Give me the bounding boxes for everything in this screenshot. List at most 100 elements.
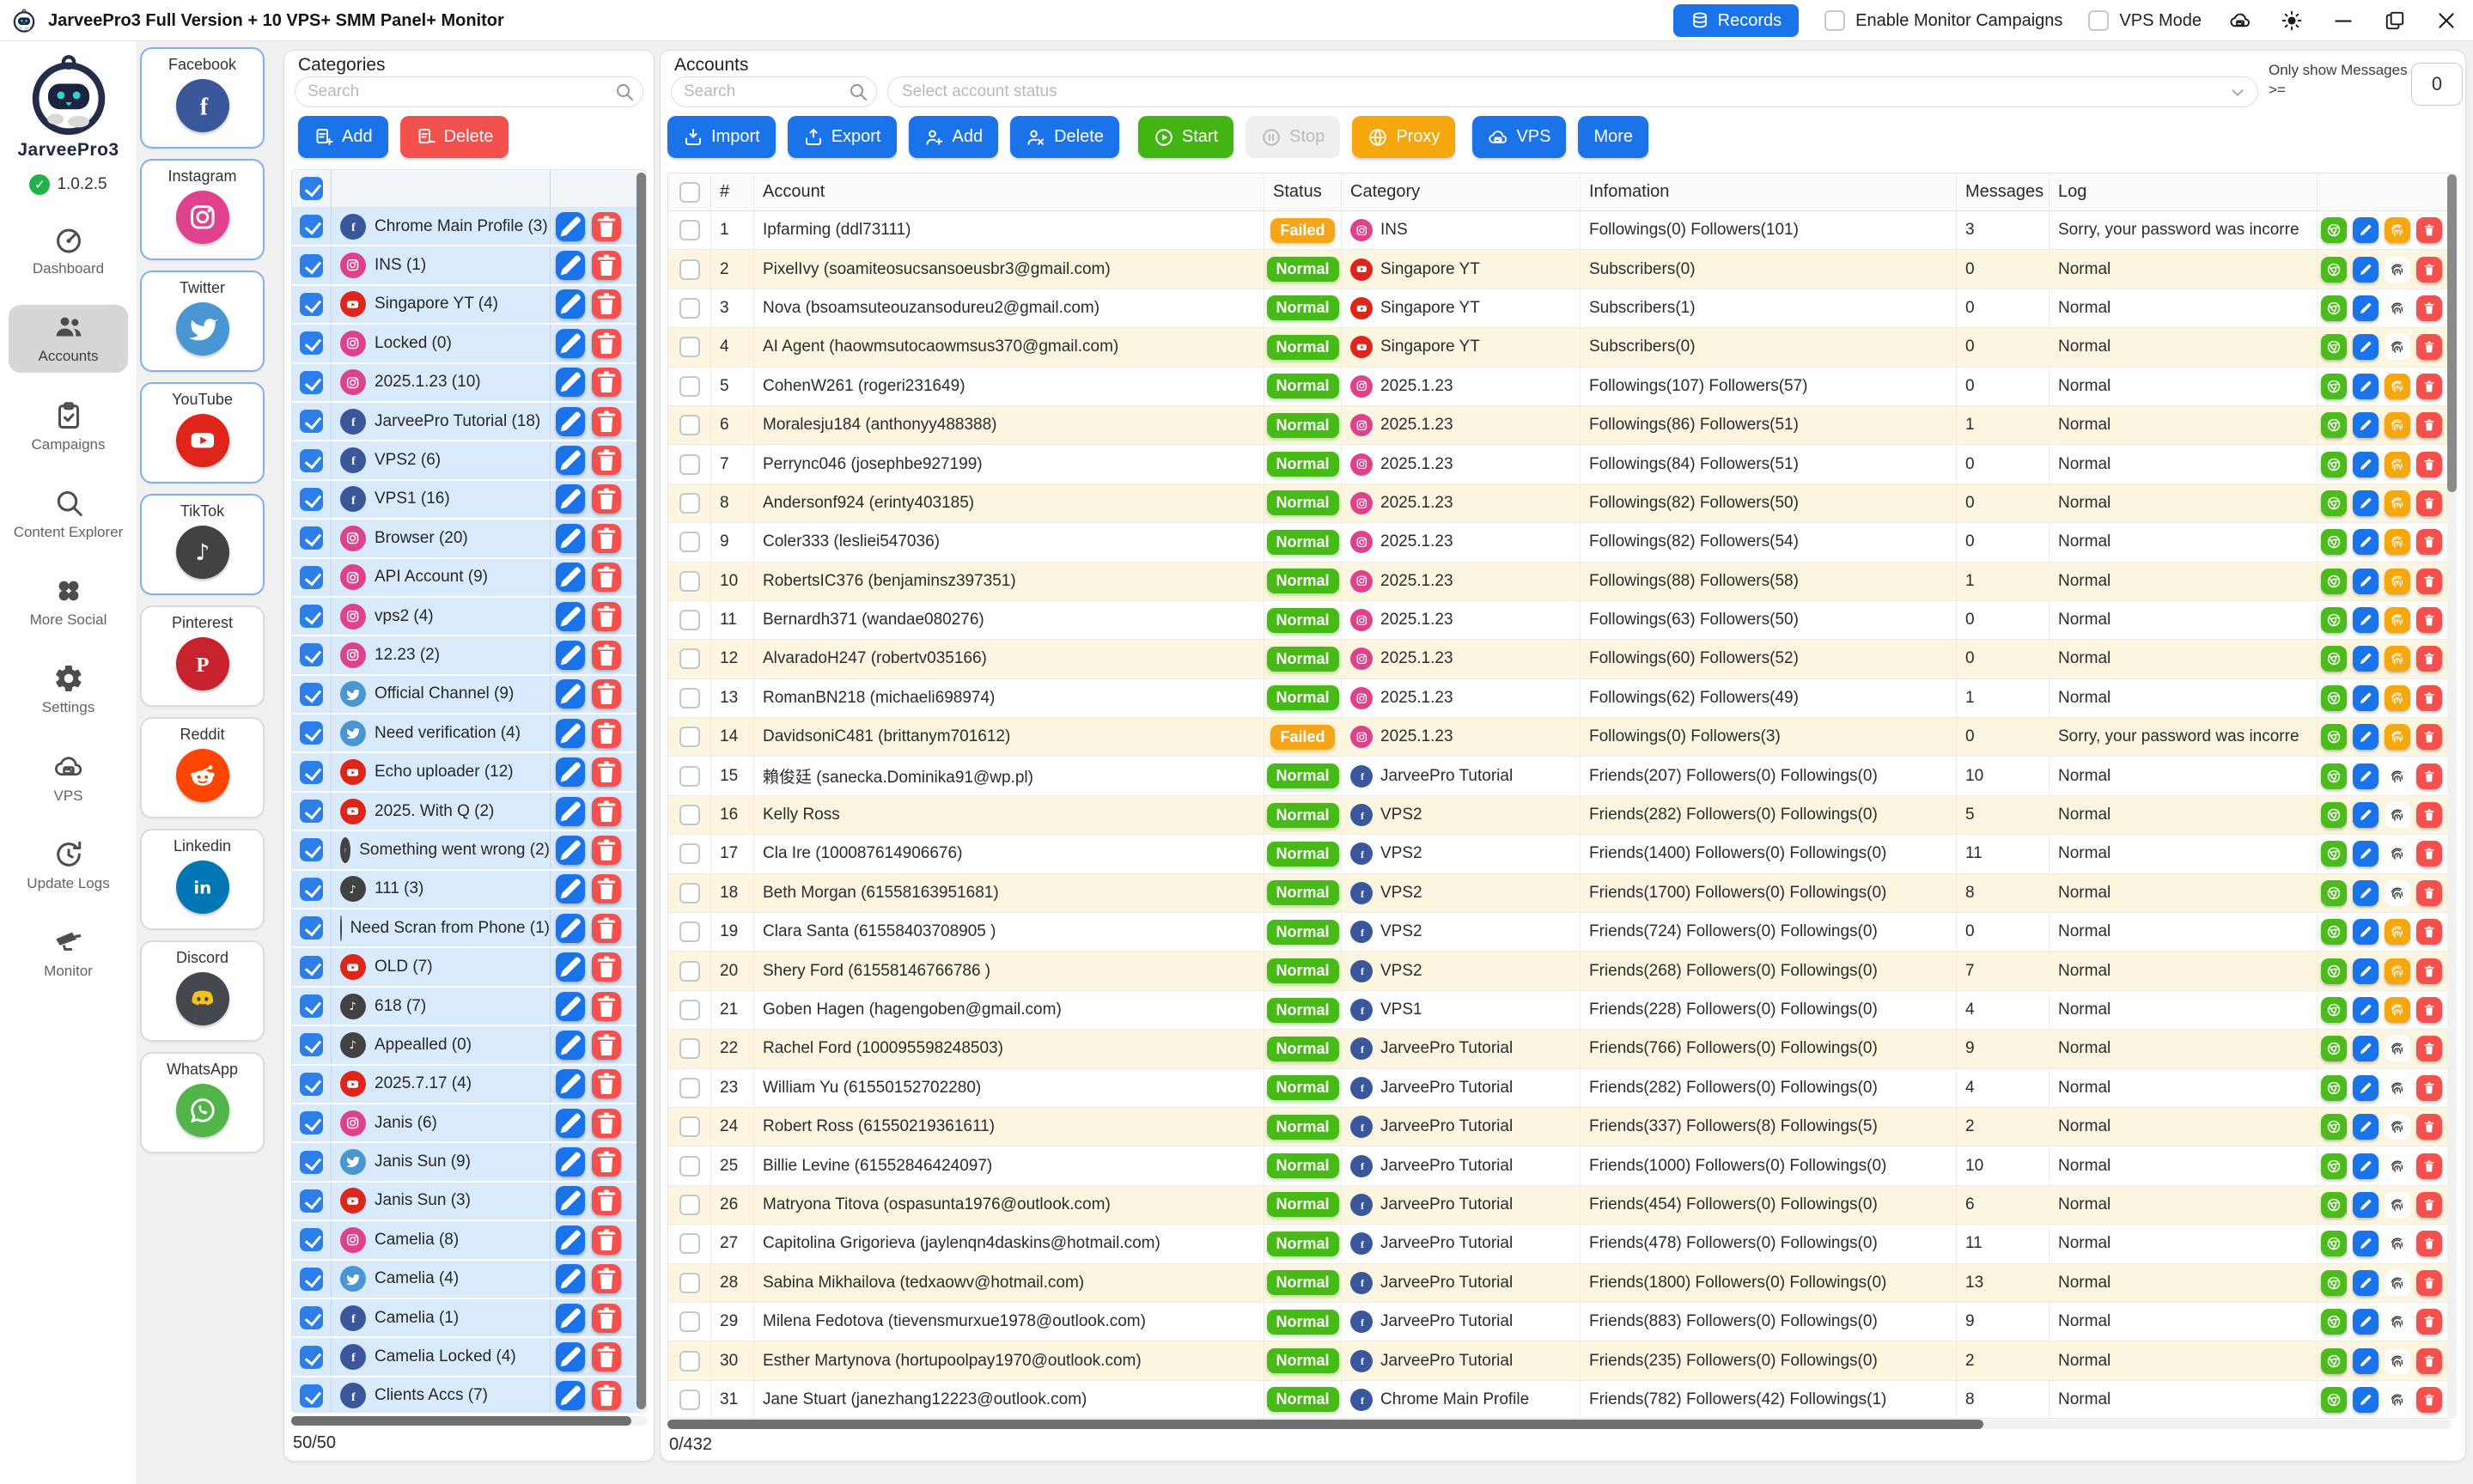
delete-category-button[interactable] bbox=[592, 640, 621, 670]
delete-account-button[interactable] bbox=[2416, 529, 2442, 556]
fingerprint-button[interactable] bbox=[2385, 1153, 2410, 1179]
open-browser-button[interactable] bbox=[2321, 412, 2347, 439]
edit-category-button[interactable] bbox=[556, 640, 585, 670]
select-all-accounts-checkbox[interactable] bbox=[679, 181, 700, 203]
category-checkbox[interactable] bbox=[300, 682, 323, 706]
edit-account-button[interactable] bbox=[2353, 256, 2379, 283]
account-checkbox[interactable] bbox=[679, 1000, 700, 1020]
delete-account-button[interactable] bbox=[2416, 412, 2442, 439]
fingerprint-button[interactable] bbox=[2385, 919, 2410, 946]
account-checkbox[interactable] bbox=[679, 1389, 700, 1410]
fingerprint-button[interactable] bbox=[2385, 724, 2410, 751]
delete-category-button[interactable] bbox=[592, 1108, 621, 1138]
open-browser-button[interactable] bbox=[2321, 919, 2347, 946]
category-checkbox[interactable] bbox=[300, 1189, 323, 1213]
edit-account-button[interactable] bbox=[2353, 997, 2379, 1023]
category-checkbox[interactable] bbox=[300, 643, 323, 667]
edit-category-button[interactable] bbox=[556, 796, 585, 826]
delete-account-button[interactable] bbox=[2416, 334, 2442, 361]
edit-account-button[interactable] bbox=[2353, 373, 2379, 399]
fingerprint-button[interactable] bbox=[2385, 412, 2410, 439]
account-checkbox[interactable] bbox=[679, 1311, 700, 1333]
edit-account-button[interactable] bbox=[2353, 1191, 2379, 1218]
category-checkbox[interactable] bbox=[300, 1150, 323, 1174]
open-browser-button[interactable] bbox=[2321, 568, 2347, 594]
delete-account-button[interactable] bbox=[2416, 1231, 2442, 1257]
accounts-horizontal-scrollbar[interactable] bbox=[667, 1420, 2452, 1429]
account-checkbox[interactable] bbox=[679, 610, 700, 631]
account-checkbox[interactable] bbox=[679, 1194, 700, 1215]
open-browser-button[interactable] bbox=[2321, 1386, 2347, 1413]
open-browser-button[interactable] bbox=[2321, 646, 2347, 672]
account-checkbox[interactable] bbox=[679, 453, 700, 475]
fingerprint-button[interactable] bbox=[2385, 1386, 2410, 1413]
delete-category-button[interactable] bbox=[592, 1186, 621, 1216]
delete-category-button[interactable] bbox=[592, 718, 621, 748]
edit-category-button[interactable] bbox=[556, 211, 585, 241]
delete-category-button[interactable] bbox=[592, 446, 621, 476]
add-category-button[interactable]: Add bbox=[298, 116, 388, 158]
category-checkbox[interactable] bbox=[300, 916, 323, 940]
delete-category-button[interactable] bbox=[592, 1342, 621, 1372]
edit-category-button[interactable] bbox=[556, 601, 585, 631]
account-checkbox[interactable] bbox=[679, 843, 700, 865]
edit-account-button[interactable] bbox=[2353, 841, 2379, 867]
delete-account-button[interactable] bbox=[2416, 1386, 2442, 1413]
category-checkbox[interactable] bbox=[300, 1033, 323, 1057]
account-checkbox[interactable] bbox=[679, 727, 700, 748]
category-checkbox[interactable] bbox=[300, 487, 323, 511]
open-browser-button[interactable] bbox=[2321, 1191, 2347, 1218]
export-button[interactable]: Export bbox=[787, 116, 897, 158]
category-checkbox[interactable] bbox=[300, 760, 323, 784]
sidebar-item-campaigns[interactable]: Campaigns bbox=[9, 393, 128, 460]
edit-account-button[interactable] bbox=[2353, 334, 2379, 361]
delete-account-button[interactable] bbox=[2416, 451, 2442, 477]
categories-search-input[interactable] bbox=[295, 76, 643, 107]
minimize-icon[interactable] bbox=[2330, 8, 2356, 33]
edit-account-button[interactable] bbox=[2353, 919, 2379, 946]
add-button[interactable]: Add bbox=[908, 116, 999, 158]
edit-account-button[interactable] bbox=[2353, 451, 2379, 477]
delete-account-button[interactable] bbox=[2416, 684, 2442, 711]
edit-account-button[interactable] bbox=[2353, 1386, 2379, 1413]
open-browser-button[interactable] bbox=[2321, 802, 2347, 829]
category-checkbox[interactable] bbox=[300, 955, 323, 979]
edit-account-button[interactable] bbox=[2353, 1153, 2379, 1179]
account-checkbox[interactable] bbox=[679, 1038, 700, 1060]
edit-account-button[interactable] bbox=[2353, 1036, 2379, 1062]
open-browser-button[interactable] bbox=[2321, 1153, 2347, 1179]
close-icon[interactable] bbox=[2433, 8, 2459, 33]
account-checkbox[interactable] bbox=[679, 297, 700, 319]
edit-category-button[interactable] bbox=[556, 874, 585, 904]
edit-category-button[interactable] bbox=[556, 1264, 585, 1294]
proxy-button[interactable]: Proxy bbox=[1352, 116, 1456, 158]
edit-account-button[interactable] bbox=[2353, 490, 2379, 516]
edit-category-button[interactable] bbox=[556, 952, 585, 982]
fingerprint-button[interactable] bbox=[2385, 1231, 2410, 1257]
open-browser-button[interactable] bbox=[2321, 724, 2347, 751]
delete-account-button[interactable] bbox=[2416, 802, 2442, 829]
platform-facebook[interactable]: Facebook f bbox=[140, 47, 265, 149]
delete-category-button[interactable] bbox=[592, 874, 621, 904]
account-checkbox[interactable] bbox=[679, 1077, 700, 1098]
category-checkbox[interactable] bbox=[300, 800, 323, 824]
delete-category-button[interactable] bbox=[592, 757, 621, 788]
fingerprint-button[interactable] bbox=[2385, 1269, 2410, 1296]
account-checkbox[interactable] bbox=[679, 921, 700, 943]
delete-category-button[interactable] bbox=[592, 601, 621, 631]
platform-pinterest[interactable]: Pinterest P bbox=[140, 605, 265, 707]
category-checkbox[interactable] bbox=[300, 877, 323, 901]
categories-horizontal-scrollbar[interactable] bbox=[291, 1416, 647, 1426]
edit-account-button[interactable] bbox=[2353, 568, 2379, 594]
fingerprint-button[interactable] bbox=[2385, 1036, 2410, 1062]
open-browser-button[interactable] bbox=[2321, 1231, 2347, 1257]
categories-vertical-scrollbar[interactable] bbox=[637, 171, 646, 1414]
vps-button[interactable]: VPS bbox=[1472, 116, 1567, 158]
accounts-vertical-scrollbar[interactable] bbox=[2447, 173, 2457, 1419]
category-checkbox[interactable] bbox=[300, 721, 323, 745]
edit-category-button[interactable] bbox=[556, 1186, 585, 1216]
sidebar-item-dashboard[interactable]: Dashboard bbox=[9, 217, 128, 284]
open-browser-button[interactable] bbox=[2321, 490, 2347, 516]
delete-account-button[interactable] bbox=[2416, 256, 2442, 283]
open-browser-button[interactable] bbox=[2321, 1114, 2347, 1140]
